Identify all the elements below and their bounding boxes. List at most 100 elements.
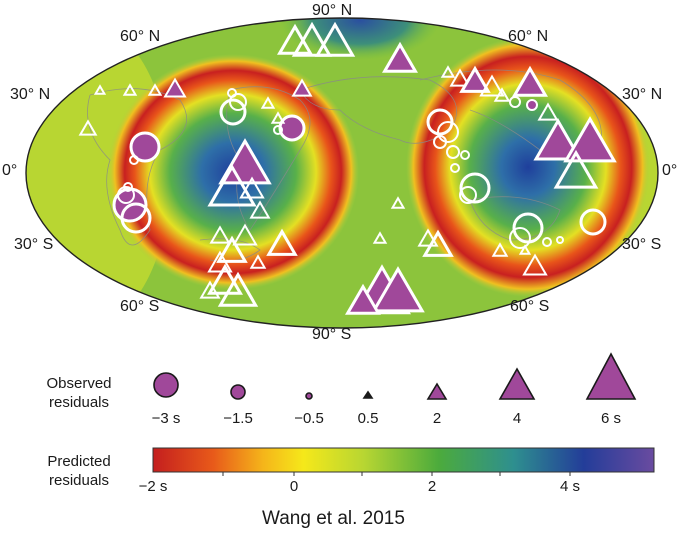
label-60n-right: 60° N: [508, 28, 549, 45]
negative-residual-circle: [273, 125, 283, 135]
negative-residual-circle: [446, 145, 460, 159]
positive-residual-triangle: [218, 138, 272, 185]
positive-residual-triangle: [199, 280, 221, 299]
positive-residual-triangle: [266, 228, 298, 256]
legend-circle-minus3: [153, 372, 179, 398]
positive-residual-triangle: [422, 229, 454, 257]
positive-residual-triangle: [216, 235, 248, 263]
positive-residual-triangle: [390, 196, 406, 209]
positive-residual-triangle: [239, 176, 265, 199]
observed-label-4: 4: [512, 410, 522, 427]
legend-circle-minus1-5: [230, 384, 246, 400]
positive-residual-triangle: [344, 283, 382, 315]
positive-residual-triangle: [417, 228, 439, 247]
observed-label-2: 2: [432, 410, 442, 427]
label-0-right: 0°: [662, 162, 678, 179]
positive-residual-triangle: [249, 254, 267, 269]
colorbar-label-4: 4 s: [559, 478, 581, 495]
negative-residual-circle: [227, 88, 237, 98]
positive-residual-triangle: [518, 244, 532, 255]
label-60s-left: 60° S: [120, 298, 160, 315]
negative-residual-circle: [460, 150, 470, 160]
positive-residual-triangle: [533, 118, 583, 161]
label-60n-left: 60° N: [120, 28, 161, 45]
legend-triangle-2: [426, 382, 448, 400]
positive-residual-triangle: [147, 83, 163, 96]
negative-residual-circle: [526, 99, 538, 111]
predicted-colorbar: [152, 447, 655, 473]
predicted-residual-field: [26, 18, 658, 328]
negative-residual-circle: [512, 212, 544, 244]
predicted-title-line1: Predicted: [47, 453, 111, 470]
positive-residual-triangle: [276, 23, 314, 55]
negative-residual-circle: [219, 98, 247, 126]
negative-residual-circle: [579, 208, 607, 236]
positive-residual-triangle: [249, 200, 271, 219]
positive-residual-triangle: [260, 96, 276, 109]
positive-residual-triangle: [163, 77, 187, 98]
observed-residual-markers: [78, 21, 617, 315]
predicted-residuals-title: Predicted residuals: [36, 452, 122, 490]
legend-triangle-4: [498, 367, 536, 400]
negative-residual-circle: [542, 237, 552, 247]
observed-title-line1: Observed: [46, 375, 112, 392]
positive-residual-triangle: [122, 83, 138, 96]
legend-triangle-6: [585, 352, 637, 400]
positive-residual-triangle: [206, 263, 244, 295]
positive-residual-triangle: [459, 65, 491, 93]
negative-residual-circle: [433, 135, 447, 149]
observed-label-minus1-5: −1.5: [223, 410, 253, 427]
negative-residual-circle: [509, 227, 531, 249]
observed-label-0-5: 0.5: [357, 410, 379, 427]
colorbar-label-0: 0: [289, 478, 299, 495]
negative-residual-circle: [129, 131, 161, 163]
observed-label-6: 6 s: [600, 410, 622, 427]
negative-residual-circle: [123, 182, 133, 192]
label-60s-right: 60° S: [510, 298, 550, 315]
negative-residual-circle: [129, 155, 139, 165]
colorbar-ticks: [222, 472, 571, 476]
positive-residual-triangle: [449, 68, 471, 87]
negative-residual-circle: [450, 163, 460, 173]
predicted-title-line2: residuals: [48, 472, 110, 489]
positive-residual-triangle: [93, 84, 107, 95]
positive-residual-triangle: [207, 164, 257, 207]
colorbar-label-2: 2: [427, 478, 437, 495]
negative-residual-circle: [437, 121, 459, 143]
positive-residual-triangle: [232, 223, 258, 246]
positive-residual-triangle: [372, 231, 388, 244]
legend-triangle-0-5: [362, 390, 374, 399]
negative-residual-circle: [278, 114, 306, 142]
positive-residual-triangle: [563, 116, 617, 163]
positive-residual-triangle: [381, 41, 419, 73]
label-30s-right: 30° S: [622, 236, 662, 253]
label-30s-left: 30° S: [14, 236, 54, 253]
negative-residual-circle: [120, 202, 152, 234]
positive-residual-triangle: [493, 87, 511, 102]
positive-residual-triangle: [270, 111, 286, 124]
label-south-pole: 90° S: [312, 326, 352, 343]
positive-residual-triangle: [78, 119, 98, 136]
label-30n-right: 30° N: [622, 86, 663, 103]
observed-label-minus0-5: −0.5: [294, 410, 324, 427]
positive-residual-triangle: [553, 149, 599, 189]
observed-label-minus3: −3 s: [151, 410, 181, 427]
label-north-pole: 90° N: [312, 2, 353, 19]
positive-residual-triangle: [491, 242, 509, 257]
label-0-left: 0°: [2, 162, 18, 179]
positive-residual-triangle: [291, 78, 313, 97]
credit-text: Wang et al. 2015: [262, 508, 405, 529]
legend-circle-minus0-5: [305, 392, 313, 400]
positive-residual-triangle: [479, 74, 505, 97]
positive-residual-triangle: [511, 65, 549, 97]
observed-title-line2: residuals: [48, 394, 110, 411]
positive-residual-triangle: [537, 102, 559, 121]
legend-symbols: [153, 352, 637, 400]
map-outline: [25, 17, 659, 329]
positive-residual-triangle: [522, 253, 548, 276]
positive-residual-triangle: [207, 250, 233, 273]
positive-residual-triangle: [217, 271, 259, 307]
negative-residual-circle: [229, 93, 247, 111]
label-30n-left: 30° N: [10, 86, 51, 103]
